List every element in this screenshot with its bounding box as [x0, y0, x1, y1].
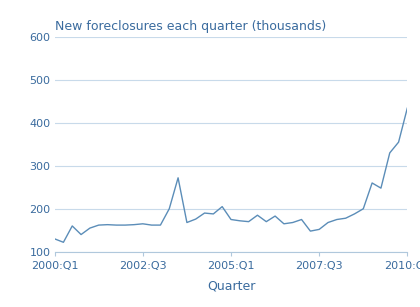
X-axis label: Quarter: Quarter	[207, 279, 255, 292]
Text: New foreclosures each quarter (thousands): New foreclosures each quarter (thousands…	[55, 20, 326, 33]
